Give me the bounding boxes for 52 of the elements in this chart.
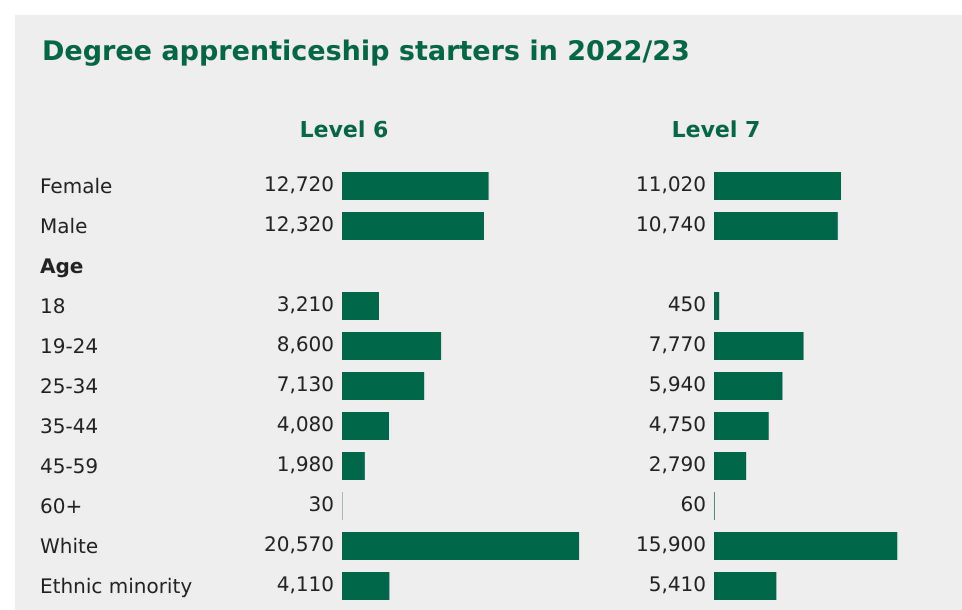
data-label: 7,770 — [648, 332, 706, 356]
data-label: 5,940 — [648, 372, 706, 396]
bar — [342, 372, 424, 400]
data-label: 2,790 — [648, 452, 706, 476]
bar — [714, 532, 898, 560]
data-label: 4,750 — [648, 412, 706, 436]
y-tick-label: 35-44 — [40, 414, 98, 438]
data-label: 30 — [308, 492, 334, 516]
y-tick-label: 60+ — [40, 494, 82, 518]
y-tick-label: Male — [40, 214, 88, 238]
bar — [342, 452, 365, 480]
bar — [714, 572, 776, 600]
y-tick-label: 45-59 — [40, 454, 98, 478]
data-label: 60 — [680, 492, 706, 516]
bar — [342, 172, 489, 200]
data-label: 1,980 — [276, 452, 334, 476]
y-tick-label: Age — [40, 254, 84, 278]
data-label: 4,080 — [276, 412, 334, 436]
y-tick-label: Female — [40, 174, 112, 198]
bar — [342, 532, 580, 560]
bar — [342, 212, 484, 240]
chart-title: Degree apprenticeship starters in 2022/23 — [42, 36, 690, 67]
bar — [714, 292, 720, 320]
y-tick-label: 19-24 — [40, 334, 98, 358]
bar — [342, 412, 390, 440]
bar — [714, 172, 842, 200]
y-tick-label: 25-34 — [40, 374, 98, 398]
bar — [714, 332, 804, 360]
data-label: 450 — [668, 292, 706, 316]
data-label: 7,130 — [276, 372, 334, 396]
data-label: 12,320 — [264, 212, 334, 236]
bar — [714, 452, 746, 480]
chart-title: Level 7 — [672, 118, 760, 143]
y-tick-label: 18 — [40, 294, 66, 318]
chart-subtitle: Level 6 — [300, 118, 388, 143]
data-label: 5,410 — [648, 572, 706, 596]
data-label: 8,600 — [276, 332, 334, 356]
data-label: 20,570 — [264, 532, 334, 556]
data-label: 15,900 — [636, 532, 706, 556]
data-label: 12,720 — [264, 172, 334, 196]
bar — [714, 372, 782, 400]
bar — [342, 572, 390, 600]
y-tick-label: White — [40, 534, 98, 558]
data-label: 4,110 — [276, 572, 334, 596]
bar — [342, 332, 442, 360]
bar — [714, 212, 838, 240]
data-label: 10,740 — [636, 212, 706, 236]
y-tick-label: Ethnic minority — [40, 574, 192, 598]
data-label: 11,020 — [636, 172, 706, 196]
bar — [342, 292, 379, 320]
data-label: 3,210 — [276, 292, 334, 316]
bar — [714, 412, 769, 440]
